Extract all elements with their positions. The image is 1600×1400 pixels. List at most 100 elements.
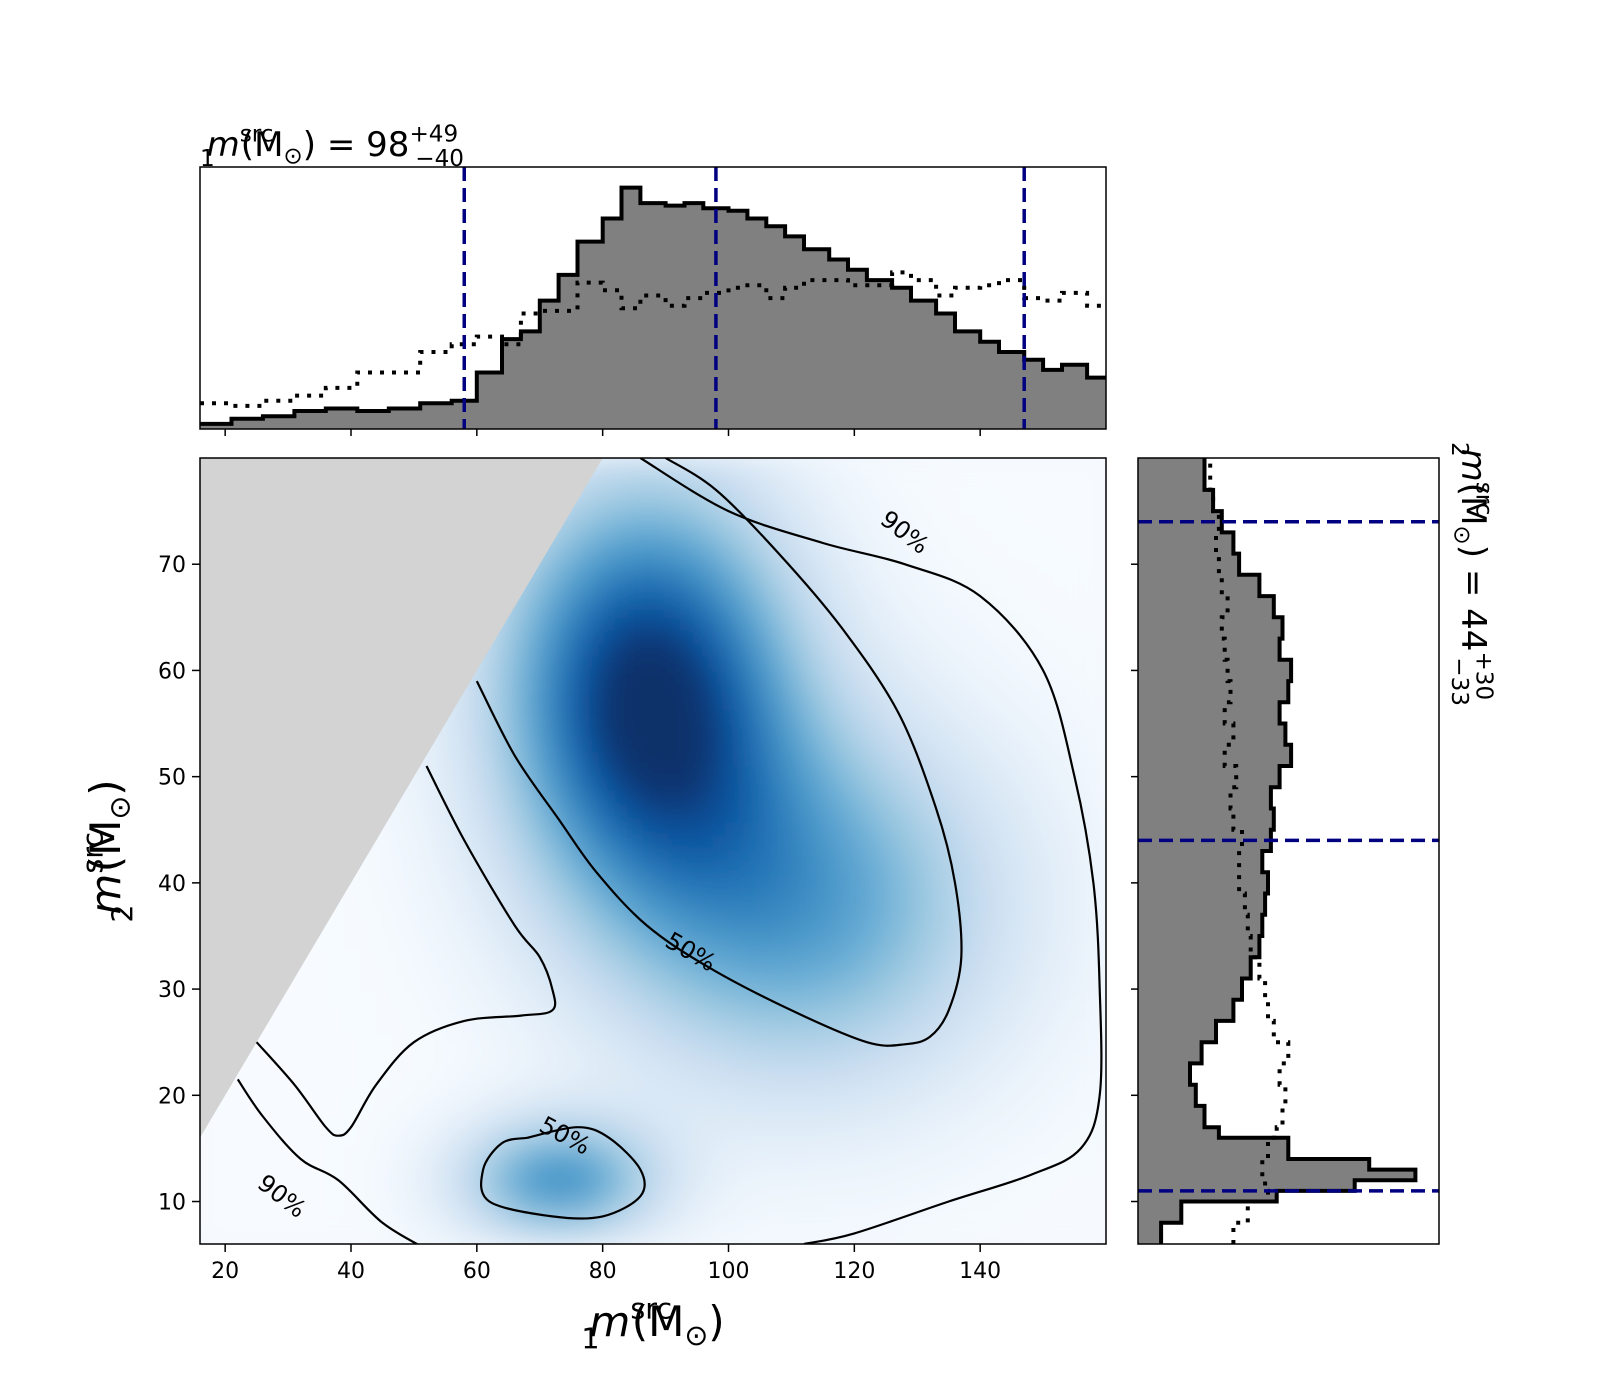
heatmap-cell [1045, 528, 1062, 544]
heatmap-cell [517, 837, 534, 852]
heatmap-cell [849, 1201, 866, 1217]
heatmap-cell [1045, 1145, 1062, 1161]
heatmap-cell [834, 1089, 851, 1105]
heatmap-cell [230, 1173, 247, 1189]
heatmap-cell [834, 654, 851, 670]
heatmap-cell [1060, 794, 1077, 810]
heatmap-cell [637, 963, 654, 979]
heatmap-cell [894, 640, 911, 656]
heatmap-cell [728, 668, 745, 684]
heatmap-cell [939, 724, 956, 740]
heatmap-cell [864, 1005, 881, 1021]
heatmap-cell [1000, 921, 1017, 937]
heatmap-cell [622, 808, 639, 824]
heatmap-cell [834, 598, 851, 614]
heatmap-cell [939, 1061, 956, 1077]
heatmap-cell [683, 500, 700, 516]
heatmap-cell [819, 1187, 836, 1203]
heatmap-cell [381, 865, 398, 880]
heatmap-cell [698, 668, 715, 684]
heatmap-cell [335, 935, 352, 951]
heatmap-cell [351, 1201, 368, 1217]
heatmap-cell [924, 514, 941, 530]
heatmap-cell [275, 1103, 292, 1119]
heatmap-cell [411, 865, 428, 880]
heatmap-cell [758, 500, 775, 516]
heatmap-cell [1000, 640, 1017, 656]
heatmap-cell [320, 949, 337, 965]
heatmap-cell [939, 472, 956, 487]
heatmap-cell [955, 654, 972, 670]
heatmap-cell [532, 1187, 549, 1203]
heatmap-cell [1060, 1047, 1077, 1063]
heatmap-cell [894, 907, 911, 923]
heatmap-cell [320, 1145, 337, 1161]
heatmap-cell [622, 893, 639, 909]
heatmap-cell [1030, 794, 1047, 810]
heatmap-cell [955, 1075, 972, 1091]
heatmap-cell [486, 822, 503, 838]
heatmap-cell [351, 977, 368, 993]
heatmap-cell [260, 1131, 277, 1147]
heatmap-cell [743, 724, 760, 740]
heatmap-cell [713, 1005, 730, 1021]
heatmap-cell [411, 1075, 428, 1091]
heatmap-cell [351, 935, 368, 951]
contour-90pct [255, 765, 557, 1137]
heatmap-cell [1060, 893, 1077, 909]
heatmap-cell [1060, 935, 1077, 951]
heatmap-cell [804, 1173, 821, 1189]
heatmap-cell [879, 1019, 896, 1035]
heatmap-cell [728, 1047, 745, 1063]
heatmap-cell [713, 458, 730, 473]
m2-marginal-panel: msrc2 (M⊙) = 44+30−33 [1131, 442, 1496, 1245]
heatmap-cell [773, 668, 790, 684]
heatmap-cell [955, 724, 972, 740]
heatmap-cell [924, 696, 941, 712]
heatmap-cell [577, 1089, 594, 1105]
heatmap-cell [1060, 1159, 1077, 1175]
heatmap-cell [909, 528, 926, 544]
heatmap-cell [1090, 1019, 1106, 1035]
heatmap-cell [366, 1230, 383, 1244]
heatmap-cell [622, 584, 639, 600]
heatmap-cell [668, 780, 685, 796]
heatmap-cell [592, 1117, 609, 1133]
heatmap-cell [864, 907, 881, 923]
heatmap-cell [592, 752, 609, 768]
heatmap-cell [713, 1075, 730, 1091]
heatmap-cell [1090, 640, 1106, 656]
heatmap-cell [970, 654, 987, 670]
heatmap-cell [592, 570, 609, 586]
heatmap-cell [1090, 556, 1106, 572]
heatmap-cell [547, 626, 564, 642]
heatmap-cell [939, 696, 956, 712]
heatmap-cell [230, 1230, 247, 1244]
heatmap-cell [683, 486, 700, 502]
heatmap-cell [804, 822, 821, 838]
heatmap-cell [547, 710, 564, 726]
heatmap-cell [758, 1117, 775, 1133]
heatmap-cell [562, 865, 579, 880]
heatmap-cell [743, 654, 760, 670]
heatmap-cell [1090, 724, 1106, 740]
heatmap-cell [1015, 682, 1032, 698]
heatmap-cell [532, 710, 549, 726]
heatmap-cell [562, 1201, 579, 1217]
heatmap-cell [653, 640, 670, 656]
heatmap-cell [411, 963, 428, 979]
heatmap-cell [547, 935, 564, 951]
heatmap-cell [985, 851, 1002, 866]
heatmap-cell [788, 1145, 805, 1161]
heatmap-cell [351, 1145, 368, 1161]
heatmap-cell [653, 682, 670, 698]
heatmap-cell [562, 570, 579, 586]
heatmap-cell [1075, 724, 1092, 740]
heatmap-cell [275, 1159, 292, 1175]
heatmap-cell [939, 1187, 956, 1203]
heatmap-cell [517, 724, 534, 740]
heatmap-cell [849, 528, 866, 544]
heatmap-cell [834, 542, 851, 558]
heatmap-cell [879, 710, 896, 726]
heatmap-cell [819, 570, 836, 586]
